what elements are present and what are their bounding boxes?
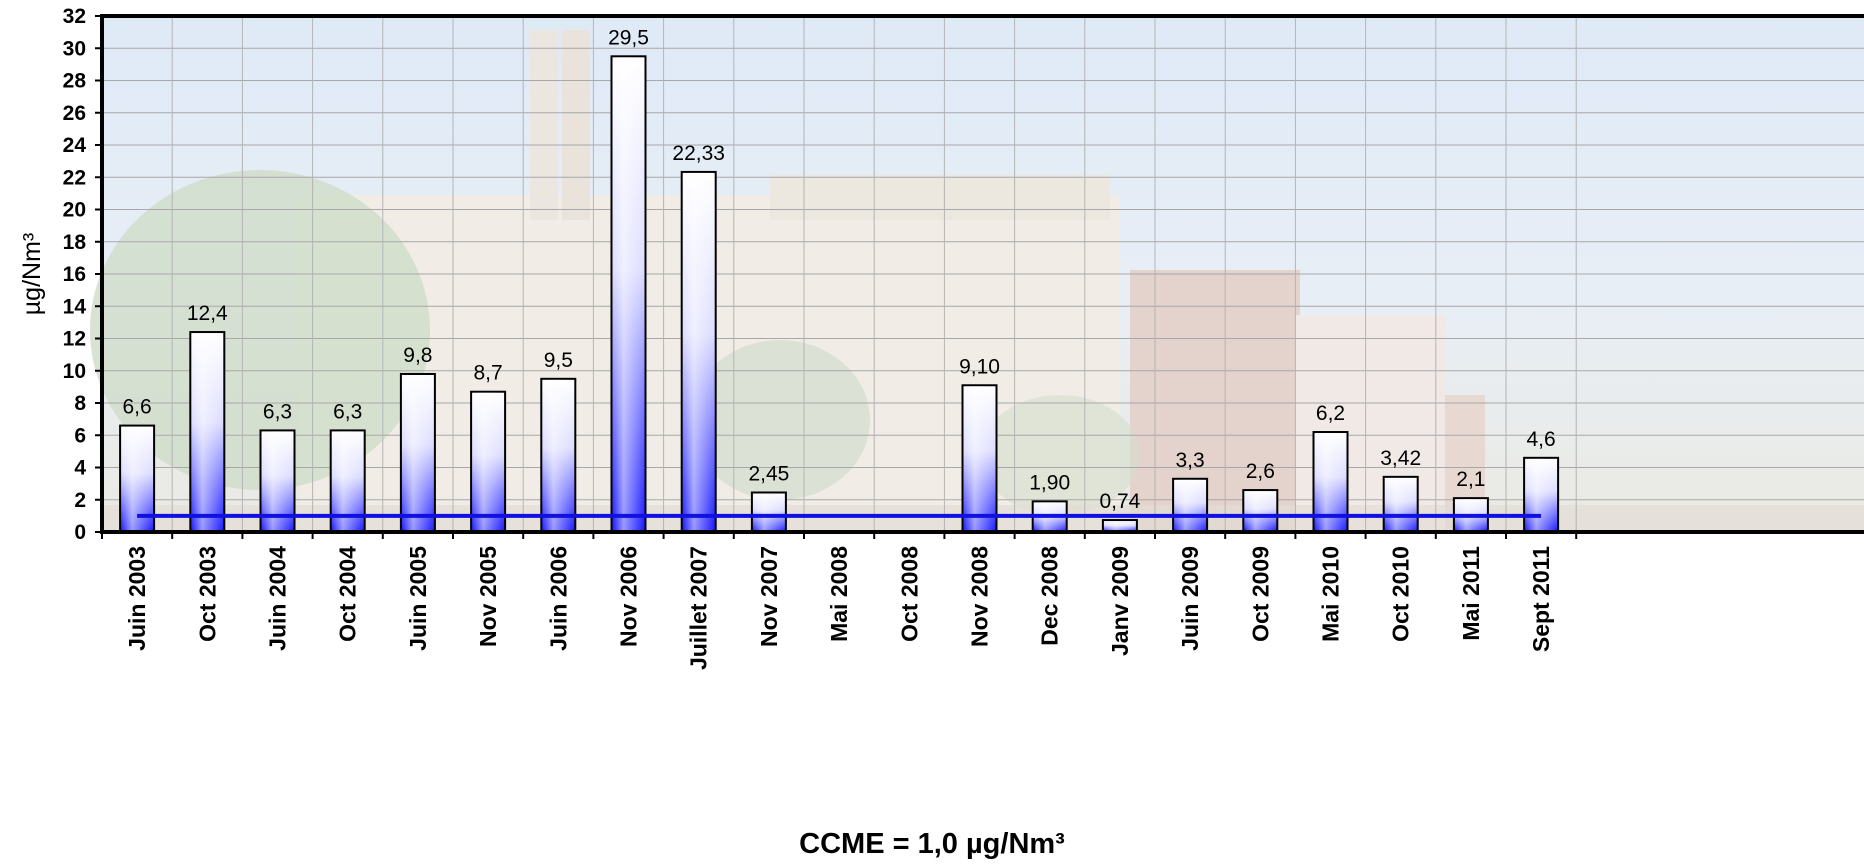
x-tick-label: Juin 2004 <box>265 546 291 651</box>
data-label: 6,2 <box>1316 402 1345 425</box>
data-labels: 6,6 12,4 6,3 6,3 9,8 8,7 9,5 29,5 22,33 2,45 9,10 1… <box>122 26 1555 513</box>
data-label: 9,5 <box>544 349 573 372</box>
y-tick-label: 32 <box>63 5 86 28</box>
data-label: 3,42 <box>1380 447 1421 470</box>
y-tick-label: 22 <box>63 166 86 189</box>
x-tick-label: Oct 2010 <box>1388 546 1414 642</box>
y-tick-label: 10 <box>63 360 86 383</box>
axes <box>95 14 1864 539</box>
x-tick-label: Juin 2005 <box>405 546 431 651</box>
data-label: 6,6 <box>122 396 151 419</box>
x-tick-label: Dec 2008 <box>1037 546 1063 646</box>
y-tick-label: 12 <box>63 328 86 351</box>
x-tick-label: Juin 2006 <box>545 546 571 651</box>
bar-highlight <box>472 392 505 531</box>
x-tick-label: Oct 2003 <box>194 546 220 642</box>
data-label: 4,6 <box>1526 428 1555 451</box>
x-tick-label: Mai 2011 <box>1458 546 1484 641</box>
bar-highlight <box>191 333 224 531</box>
y-tick-label: 20 <box>63 199 86 222</box>
x-tick-label: Oct 2009 <box>1247 546 1273 642</box>
bar-highlight <box>121 426 154 531</box>
bar-highlight <box>1103 521 1136 531</box>
bar-highlight <box>612 57 645 531</box>
bar-highlight <box>1525 458 1558 531</box>
y-tick-label: 28 <box>63 70 87 93</box>
bar-highlight <box>401 374 434 531</box>
y-tick-label: 2 <box>74 489 86 512</box>
y-tick-label: 4 <box>74 457 86 480</box>
y-tick-label: 26 <box>63 102 86 125</box>
data-label: 9,8 <box>403 344 432 367</box>
background-stack <box>530 30 558 220</box>
y-tick-label: 30 <box>63 37 86 60</box>
x-tick-label: Sept 2011 <box>1528 546 1554 652</box>
x-tick-label: Oct 2004 <box>335 546 361 642</box>
x-tick-label: Nov 2008 <box>967 546 993 647</box>
bar-highlight <box>752 493 785 531</box>
data-label: 6,3 <box>263 400 292 423</box>
bar-highlight <box>542 379 575 531</box>
data-label: 3,3 <box>1175 449 1204 472</box>
y-tick-label: 6 <box>74 424 86 447</box>
bar-highlight <box>1384 477 1417 531</box>
bar-highlight <box>682 172 715 531</box>
y-tick-label: 0 <box>74 521 86 544</box>
y-tick-label: 18 <box>63 231 87 254</box>
ccme-footnote: CCME = 1,0 µg/Nm³ <box>799 828 1065 860</box>
x-tick-label: Oct 2008 <box>896 546 922 642</box>
x-tick-label: Mai 2010 <box>1318 546 1344 642</box>
x-tick-label: Juillet 2007 <box>686 546 712 670</box>
data-label: 0,74 <box>1099 490 1140 513</box>
data-label: 1,90 <box>1029 471 1070 494</box>
x-tick-label: Nov 2007 <box>756 546 782 647</box>
y-tick-label: 16 <box>63 263 86 286</box>
data-label: 2,1 <box>1456 468 1485 491</box>
data-label: 22,33 <box>672 142 725 165</box>
x-tick-label: Mai 2008 <box>826 546 852 642</box>
y-tick-label: 14 <box>63 295 87 318</box>
data-label: 12,4 <box>187 302 228 325</box>
bar-chart: 6,6 12,4 6,3 6,3 9,8 8,7 9,5 29,5 22,33 2,45 9,10 1… <box>18 5 1864 670</box>
y-tick-label: 24 <box>63 134 87 157</box>
data-label: 2,6 <box>1246 460 1275 483</box>
bars <box>119 55 1560 534</box>
y-axis-label: µg/Nm³ <box>18 233 46 315</box>
bar-highlight <box>1244 491 1277 531</box>
x-tick-labels: Juin 2003 Oct 2003 Juin 2004 Oct 2004 Juin 2… <box>124 546 1554 670</box>
data-label: 9,10 <box>959 355 1000 378</box>
bar-highlight <box>963 386 996 531</box>
x-tick-label: Nov 2006 <box>616 546 642 647</box>
y-tick-label: 8 <box>74 392 86 415</box>
x-tick-label: Janv 2009 <box>1107 546 1133 656</box>
data-label: 8,7 <box>473 362 502 385</box>
data-label: 6,3 <box>333 400 362 423</box>
x-tick-label: Juin 2003 <box>124 546 150 651</box>
x-tick-label: Juin 2009 <box>1177 546 1203 651</box>
data-label: 2,45 <box>748 462 789 485</box>
bar-highlight <box>1174 479 1207 531</box>
x-tick-label: Nov 2005 <box>475 546 501 647</box>
background-tree <box>90 170 430 490</box>
data-label: 29,5 <box>608 26 649 49</box>
